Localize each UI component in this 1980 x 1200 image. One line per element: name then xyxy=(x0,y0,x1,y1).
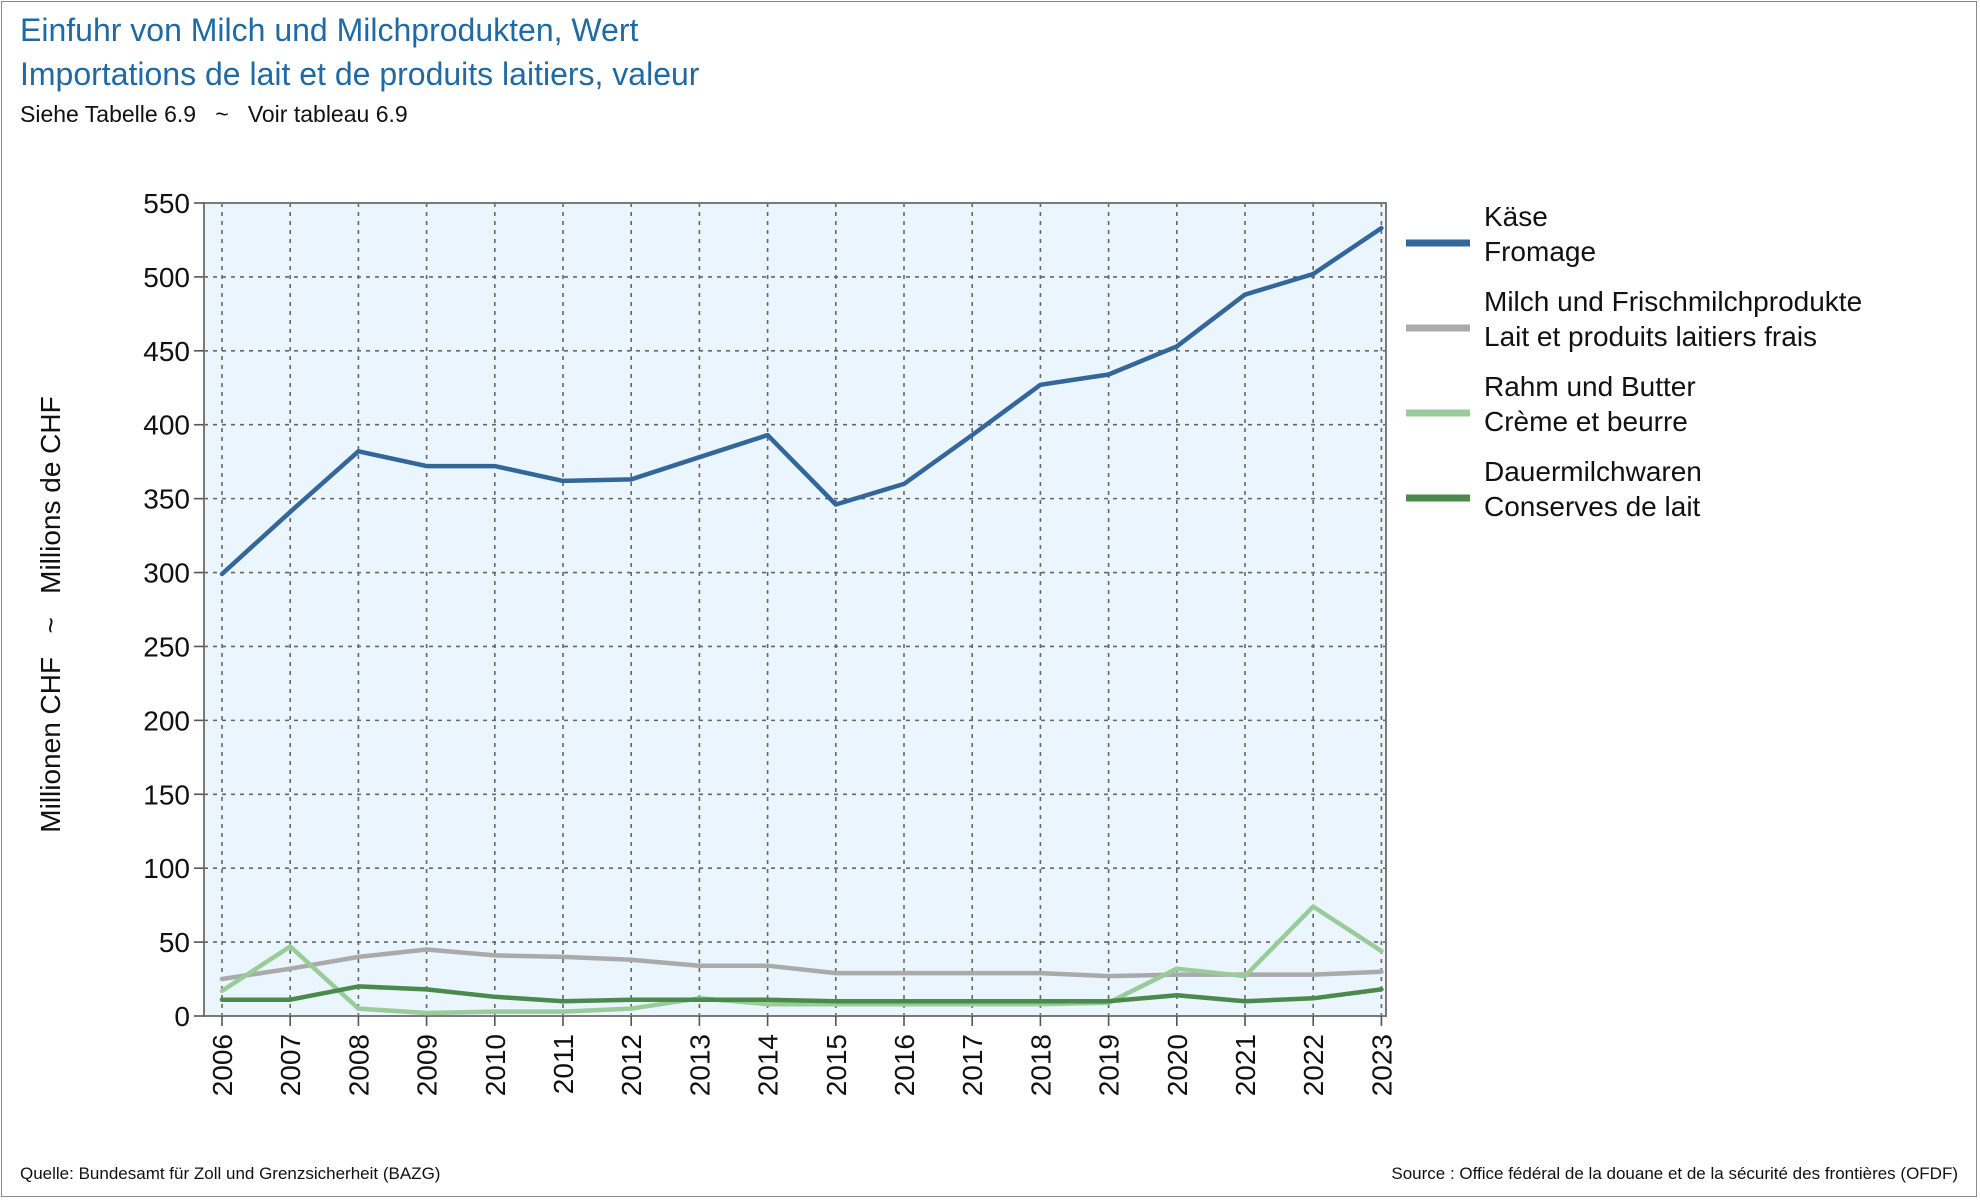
y-tick-label: 50 xyxy=(159,927,190,958)
series-line-3 xyxy=(219,984,1384,1004)
x-tick-label: 2017 xyxy=(957,1034,988,1096)
y-tick-label: 500 xyxy=(143,262,190,293)
y-tick-label: 450 xyxy=(143,336,190,367)
series-line-1 xyxy=(219,947,1384,982)
series-line-2 xyxy=(219,904,1384,1016)
x-tick-label: 2021 xyxy=(1230,1034,1261,1096)
legend-label-fr-0: Fromage xyxy=(1484,236,1596,267)
x-tick-label: 2010 xyxy=(480,1034,511,1096)
x-tick-label: 2013 xyxy=(684,1034,715,1096)
x-tick-label: 2012 xyxy=(616,1034,647,1096)
legend-label-de-3: Dauermilchwaren xyxy=(1484,456,1702,487)
x-tick-label: 2007 xyxy=(275,1034,306,1096)
x-tick-label: 2018 xyxy=(1025,1034,1056,1096)
x-tick-label: 2006 xyxy=(207,1034,238,1096)
chart-subtitle: Siehe Tabelle 6.9 ~ Voir tableau 6.9 xyxy=(20,101,408,127)
series-line-0 xyxy=(219,225,1384,577)
x-tick-label: 2016 xyxy=(889,1034,920,1096)
legend-label-fr-2: Crème et beurre xyxy=(1484,406,1688,437)
chart-title-de: Einfuhr von Milch und Milchprodukten, We… xyxy=(20,12,639,48)
legend-label-de-1: Milch und Frischmilchprodukte xyxy=(1484,286,1862,317)
y-axis-label: Millionen CHF ~ Millions de CHF xyxy=(35,396,66,832)
chart-title-fr: Importations de lait et de produits lait… xyxy=(20,56,700,92)
source-de: Quelle: Bundesamt für Zoll und Grenzsich… xyxy=(20,1164,441,1183)
y-tick-label: 200 xyxy=(143,705,190,736)
y-tick-label: 250 xyxy=(143,631,190,662)
y-tick-label: 100 xyxy=(143,853,190,884)
x-tick-label: 2022 xyxy=(1298,1034,1329,1096)
y-tick-label: 0 xyxy=(174,1001,190,1032)
x-tick-label: 2009 xyxy=(412,1034,443,1096)
y-tick-label: 300 xyxy=(143,558,190,589)
x-tick-label: 2019 xyxy=(1094,1034,1125,1096)
x-tick-label: 2008 xyxy=(343,1034,374,1096)
x-tick-label: 2015 xyxy=(821,1034,852,1096)
x-tick-label: 2014 xyxy=(753,1034,784,1096)
x-tick-label: 2020 xyxy=(1162,1034,1193,1096)
legend-label-fr-1: Lait et produits laitiers frais xyxy=(1484,321,1817,352)
legend-label-fr-3: Conserves de lait xyxy=(1484,491,1701,522)
y-tick-label: 400 xyxy=(143,410,190,441)
x-tick-label: 2011 xyxy=(548,1034,579,1094)
legend-label-de-2: Rahm und Butter xyxy=(1484,371,1696,402)
y-tick-label: 550 xyxy=(143,188,190,219)
x-tick-label: 2023 xyxy=(1366,1034,1397,1096)
legend-label-de-0: Käse xyxy=(1484,201,1548,232)
plot-border xyxy=(203,202,1387,1017)
y-tick-label: 350 xyxy=(143,484,190,515)
source-fr: Source : Office fédéral de la douane et … xyxy=(1391,1164,1958,1183)
y-tick-label: 150 xyxy=(143,779,190,810)
